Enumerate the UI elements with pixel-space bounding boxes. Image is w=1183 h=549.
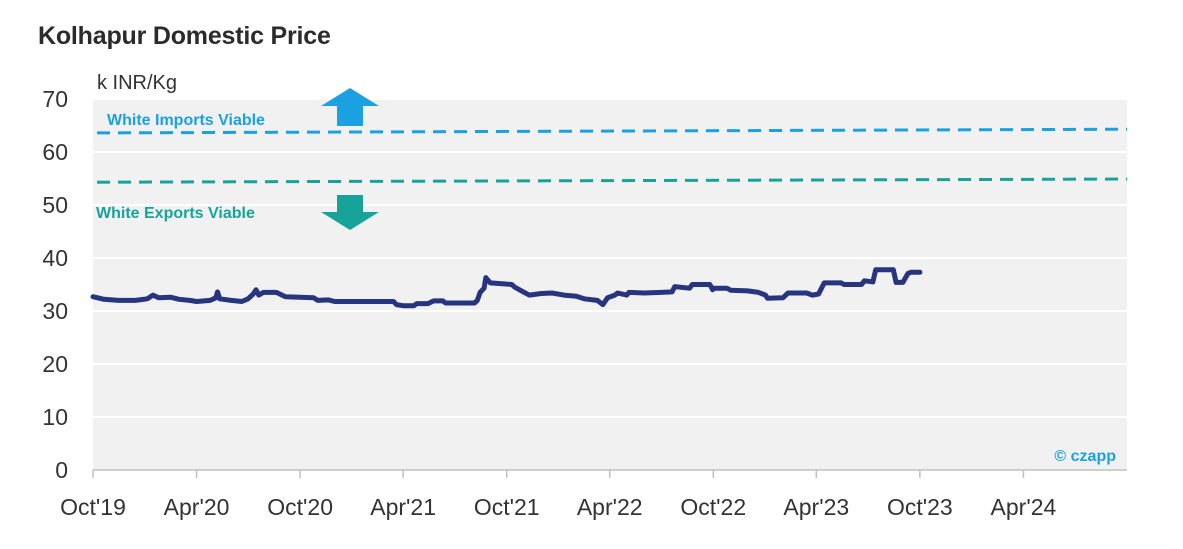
y-tick-label: 10 [42, 404, 68, 430]
y-tick-label: 50 [42, 192, 68, 218]
x-tick-label: Oct'21 [474, 494, 540, 520]
arrow-down-icon [321, 195, 379, 230]
x-tick-label: Apr'24 [991, 494, 1057, 520]
gridlines [93, 98, 1127, 418]
x-tick-label: Oct'23 [887, 494, 953, 520]
chart-title: Kolhapur Domestic Price [38, 22, 331, 50]
watermark: © czapp [1054, 448, 1116, 465]
threshold-line [96, 127, 1128, 135]
x-tick-label: Oct'19 [60, 494, 126, 520]
arrow-up-icon [321, 88, 379, 126]
threshold-lines: White Imports Viable White Exports Viable [96, 88, 1128, 230]
threshold-label: White Imports Viable [107, 112, 265, 129]
x-tick-label: Oct'20 [267, 494, 333, 520]
y-tick-label: 60 [42, 139, 68, 165]
x-tick-label: Oct'22 [680, 494, 746, 520]
x-tick-label: Apr'21 [370, 494, 436, 520]
plot-area [93, 99, 1127, 470]
threshold-label: White Exports Viable [96, 205, 255, 222]
series-layer [90, 267, 923, 309]
x-tick-label: Apr'22 [577, 494, 643, 520]
x-tick-label: Apr'23 [783, 494, 849, 520]
threshold-line [96, 177, 1128, 184]
y-tick-label: 30 [42, 298, 68, 324]
series-line [90, 267, 923, 309]
x-tick-label: Apr'20 [164, 494, 230, 520]
y-tick-label: 40 [42, 245, 68, 271]
unit-label: k INR/Kg [97, 72, 177, 94]
axes: 0 10 20 30 40 50 60 70 Oct'19 Apr'20 Oct'20 Apr'21 O… [42, 86, 1127, 520]
y-tick-label: 20 [42, 351, 68, 377]
y-tick-label: 0 [55, 457, 68, 483]
y-tick-label: 70 [42, 86, 68, 112]
